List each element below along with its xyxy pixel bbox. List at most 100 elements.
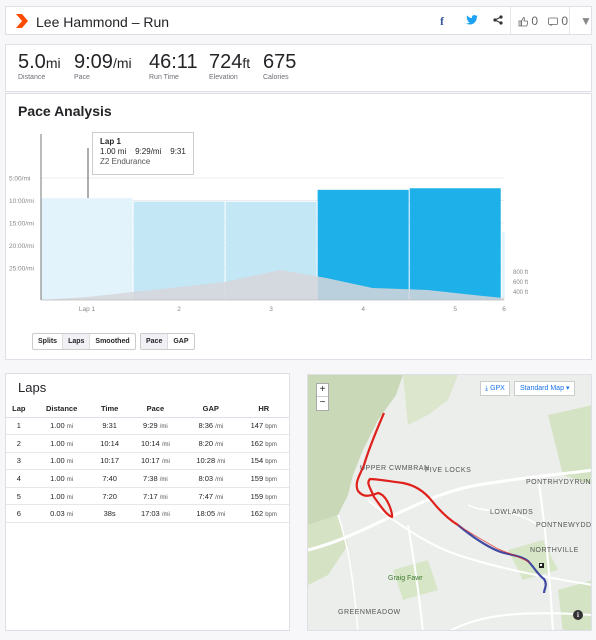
cell-pace: 10:14 /mi (127, 434, 184, 453)
pace-bar (133, 201, 225, 300)
cell-value: 1 (16, 421, 21, 431)
cell-value: 159 (250, 491, 264, 501)
cell-gap: 18:05 /mi (183, 504, 239, 524)
unit-label: /mi (159, 477, 168, 484)
cell-hr: 147 bpm (238, 417, 289, 436)
kudos-button[interactable]: 0 (518, 13, 538, 29)
cell-pace: 7:17 /mi (127, 487, 184, 506)
table-row[interactable]: 2 1.00 mi 10:14 10:14 /mi 8:20 /mi 162 bpm (6, 434, 289, 453)
unit-label: /mi (161, 512, 170, 519)
tab-gap[interactable]: GAP (173, 338, 189, 345)
unit-label: /mi (161, 459, 170, 466)
cell-gap: 8:03 /mi (183, 469, 239, 488)
cell-time: 9:31 (91, 417, 128, 436)
unit-label: mi (66, 424, 74, 431)
map-canvas[interactable] (308, 375, 592, 631)
cell-gap: 8:36 /mi (183, 417, 239, 436)
zoom-in-button[interactable]: + (317, 384, 328, 397)
cell-value: 3 (16, 456, 21, 466)
pace-chart[interactable]: 5:00/mi 10:00/mi 15:00/mi 20:00/mi 25:00/mi L… (6, 94, 591, 324)
cell-hr: 154 bpm (238, 452, 289, 471)
col-hr: HR (238, 400, 289, 418)
map-type-label: Standard Map (520, 385, 564, 392)
header-divider (510, 7, 511, 34)
map-label: PONTNEWYDD (536, 522, 592, 529)
download-icon: ⤓ (485, 385, 489, 392)
activity-header: Lee Hammond – Run f 0 0 ▼ (5, 6, 592, 35)
map-label: FIVE LOCKS (425, 467, 472, 474)
facebook-icon[interactable]: f (440, 14, 444, 28)
kudos-count: 0 (531, 14, 539, 28)
y-tick-label: 20:00/mi (9, 243, 34, 250)
share-icon[interactable] (493, 13, 503, 29)
unit-label: mi (66, 441, 74, 448)
map-type-dropdown[interactable]: Standard Map ▾ (514, 381, 576, 396)
tab-smoothed[interactable]: Smoothed (95, 338, 130, 345)
stat-elevation: 724ft Elevation (209, 51, 250, 81)
route-map[interactable]: + − ⤓ GPX Standard Map ▾ UPPER CWMBRAN F… (307, 374, 592, 631)
comments-button[interactable]: 0 (548, 13, 568, 29)
stat-run-time: 46:11 Run Time (149, 51, 198, 81)
x-tick-label: 3 (269, 306, 273, 313)
cell-value: 0.03 (50, 509, 65, 519)
cell-gap: 7:47 /mi (183, 487, 239, 506)
stat-value: 9:09 (74, 51, 113, 73)
stat-label: Run Time (149, 74, 179, 81)
x-tick-label: 4 (361, 306, 365, 313)
table-row[interactable]: 1 1.00 mi 9:31 9:29 /mi 8:36 /mi 147 bpm (6, 417, 289, 436)
cell-pace: 9:29 /mi (127, 417, 184, 436)
cell-value: 17:03 (140, 509, 160, 519)
zoom-out-button[interactable]: − (319, 397, 326, 408)
unit-label: bpm (265, 494, 277, 501)
cell-value: 6 (16, 509, 21, 519)
unit-label: bpm (265, 441, 277, 448)
unit-label: /mi (217, 459, 226, 466)
dropdown-icon[interactable]: ▼ (580, 14, 592, 28)
view-mode-tabs: Splits Laps Smoothed (32, 333, 136, 350)
stat-unit: /mi (112, 55, 132, 71)
cell-distance: 1.00 mi (31, 487, 92, 506)
tab-pace[interactable]: Pace (141, 334, 169, 349)
y-tick-label: 10:00/mi (9, 198, 34, 205)
elevation-tick-label: 800 ft (513, 270, 528, 276)
table-row[interactable]: 6 0.03 mi 38s 17:03 /mi 18:05 /mi 162 bpm (6, 504, 289, 524)
tab-splits[interactable]: Splits (33, 334, 64, 349)
gpx-download-button[interactable]: ⤓ GPX (480, 381, 510, 396)
cell-value: 10:17 (100, 456, 120, 466)
stat-label: Pace (74, 74, 90, 81)
cell-value: 162 (250, 438, 264, 448)
kudos-icon (518, 17, 529, 27)
cell-lap: 2 (6, 434, 32, 453)
cell-value: 7:17 (143, 491, 158, 501)
x-tick-label: 5 (453, 306, 457, 313)
tooltip-distance: 1.00 mi (100, 147, 127, 156)
unit-label: mi (66, 494, 74, 501)
table-row[interactable]: 3 1.00 mi 10:17 10:17 /mi 10:28 /mi 154 bpm (6, 452, 289, 471)
table-row[interactable]: 4 1.00 mi 7:40 7:38 /mi 8:03 /mi 159 bpm (6, 469, 289, 488)
unit-label: /mi (159, 424, 168, 431)
map-label: LOWLANDS (490, 509, 534, 516)
cell-hr: 162 bpm (238, 504, 289, 524)
stat-pace: 9:09/mi Pace (74, 51, 132, 81)
col-time: Time (91, 400, 128, 418)
activity-title: Lee Hammond – Run (36, 14, 170, 30)
twitter-icon[interactable] (466, 13, 478, 29)
elevation-area (41, 270, 504, 300)
laps-title: Laps (18, 380, 47, 395)
table-row[interactable]: 5 1.00 mi 7:20 7:17 /mi 7:47 /mi 159 bpm (6, 487, 289, 506)
cell-time: 10:17 (91, 452, 128, 471)
cell-time: 7:20 (91, 487, 128, 506)
cell-lap: 3 (6, 452, 32, 471)
cell-value: 7:20 (102, 491, 117, 501)
stat-distance: 5.0mi Distance (18, 51, 61, 81)
comments-count: 0 (561, 14, 569, 28)
pace-bar (409, 188, 501, 300)
stat-calories: 675 Calories (263, 51, 296, 81)
cell-value: 10:17 (140, 456, 160, 466)
info-icon[interactable]: i (573, 610, 583, 620)
tab-laps[interactable]: Laps (63, 334, 91, 349)
cell-value: 1.00 (50, 491, 65, 501)
cell-time: 7:40 (91, 469, 128, 488)
tooltip-pace: 9:29/mi (135, 147, 162, 156)
map-label: UPPER CWMBRAN (360, 465, 430, 472)
